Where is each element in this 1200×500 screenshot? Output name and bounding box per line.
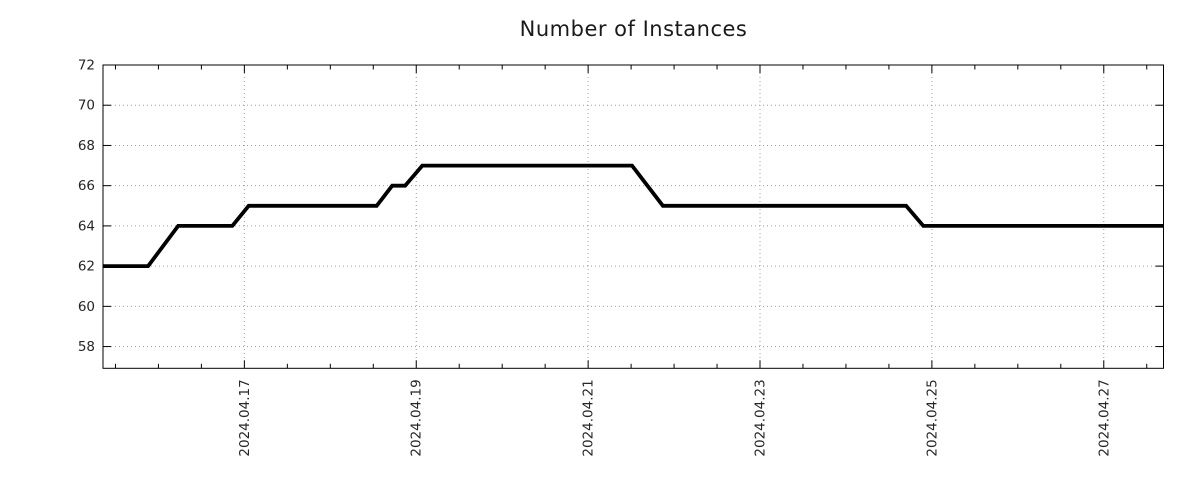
x-tick-label: 2024.04.17 — [237, 379, 253, 456]
x-tick-label: 2024.04.27 — [1096, 379, 1112, 456]
y-tick-label: 60 — [78, 299, 95, 315]
x-tick-label: 2024.04.23 — [753, 379, 769, 456]
chart-title: Number of Instances — [519, 17, 748, 41]
x-tick-label: 2024.04.25 — [924, 379, 940, 456]
y-tick-label: 58 — [78, 339, 95, 355]
y-tick-label: 72 — [78, 58, 95, 74]
x-tick-label: 2024.04.19 — [409, 379, 425, 456]
series-line — [103, 163, 1164, 269]
y-tick-label: 68 — [78, 138, 95, 154]
plot-border — [102, 64, 1164, 369]
x-tick-label: 2024.04.21 — [581, 379, 597, 456]
y-tick-label: 66 — [78, 178, 95, 194]
y-tick-label: 64 — [78, 218, 95, 234]
y-tick-label: 62 — [78, 259, 95, 275]
y-tick-label: 70 — [78, 98, 95, 114]
